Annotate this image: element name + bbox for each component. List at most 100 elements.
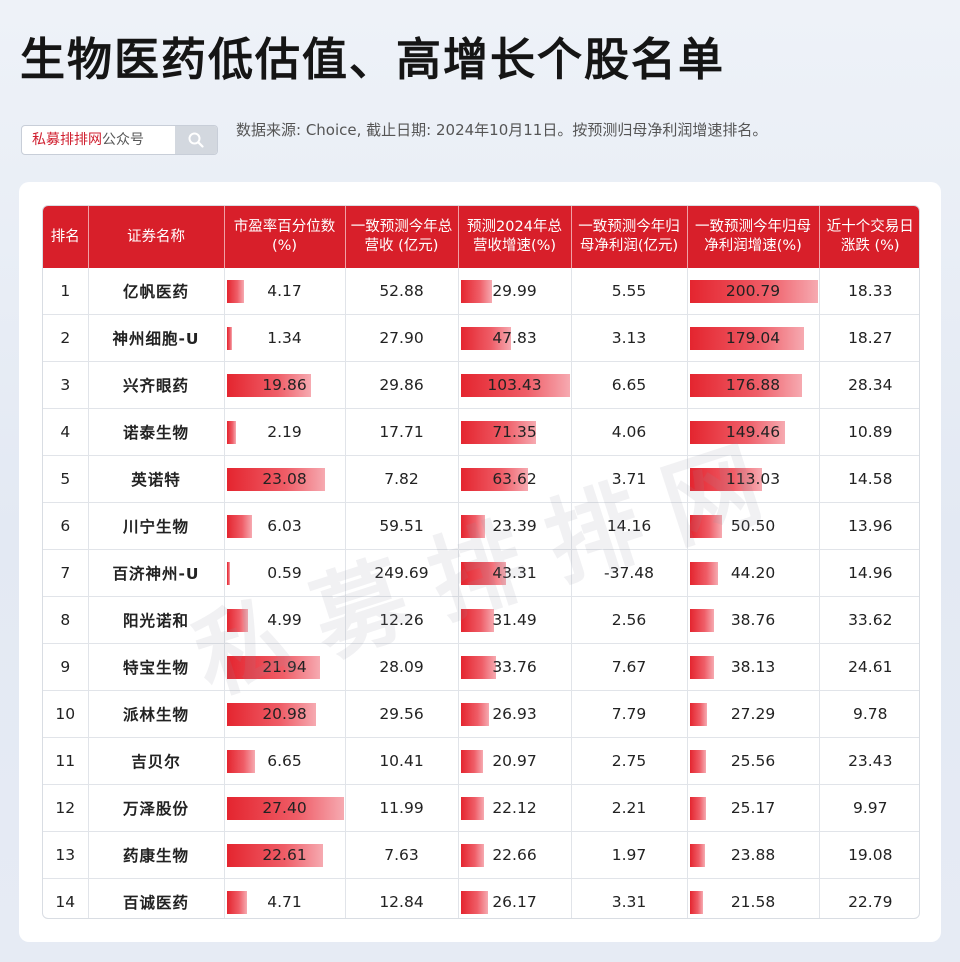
value-bar (689, 421, 785, 444)
cell-profit: 5.55 (571, 268, 688, 315)
cell-change10d: 14.58 (819, 455, 919, 503)
cell-name: 川宁生物 (88, 502, 225, 550)
stock-table-container: 排名 证券名称 市盈率百分位数(%) 一致预测今年总营收 (亿元) 预测2024年总营收… (42, 205, 920, 919)
search-box[interactable]: 私募排排网公众号 (21, 125, 218, 155)
cell-value: 33.76 (492, 658, 537, 676)
column-header: 近十个交易日涨跌 (%) (819, 206, 919, 268)
cell-name: 亿帆医药 (88, 268, 225, 315)
cell-profit-growth: 44.20 (687, 549, 820, 597)
cell-value: 26.93 (492, 705, 537, 723)
column-header: 一致预测今年归母净利润增速(%) (687, 206, 820, 268)
cell-value: 71.35 (492, 423, 537, 441)
column-header: 一致预测今年总营收 (亿元) (345, 206, 459, 268)
search-brand: 私募排排网 (32, 132, 102, 148)
value-bar (689, 468, 762, 491)
cell-rank: 9 (43, 643, 89, 691)
value-bar (226, 374, 312, 397)
cell-pe: 6.03 (224, 502, 346, 550)
cell-value: 4.99 (267, 611, 302, 629)
value-bar (460, 280, 493, 303)
cell-rev-growth: 33.76 (458, 643, 572, 691)
cell-change10d: 19.08 (819, 831, 919, 879)
cell-value: 103.43 (487, 376, 542, 394)
value-bar (689, 703, 707, 726)
cell-profit-growth: 23.88 (687, 831, 820, 879)
cell-pe: 0.59 (224, 549, 346, 597)
cell-profit: 14.16 (571, 502, 688, 550)
cell-pe: 20.98 (224, 690, 346, 738)
value-bar (226, 891, 247, 914)
cell-rank: 6 (43, 502, 89, 550)
cell-revenue: 12.26 (345, 596, 459, 644)
table-row: 9 特宝生物 21.94 28.09 33.76 7.67 38.13 24.61 (43, 643, 919, 691)
cell-rank: 8 (43, 596, 89, 644)
cell-value: 4.17 (267, 282, 302, 300)
cell-profit: 2.56 (571, 596, 688, 644)
cell-revenue: 17.71 (345, 408, 459, 456)
cell-value: 176.88 (725, 376, 781, 394)
cell-value: 4.71 (267, 893, 302, 911)
table-row: 3 兴齐眼药 19.86 29.86 103.43 6.65 176.88 28.34 (43, 361, 919, 409)
cell-name: 百济神州-U (88, 549, 225, 597)
cell-revenue: 28.09 (345, 643, 459, 691)
cell-pe: 1.34 (224, 314, 346, 362)
cell-change10d: 22.79 (848, 893, 893, 911)
table-row: 1 亿帆医药 4.17 52.88 29.99 5.55 200.79 18.33 (43, 268, 919, 315)
cell-value: 200.79 (725, 282, 781, 300)
cell-rev-growth: 103.43 (458, 361, 572, 409)
cell-revenue: 249.69 (345, 549, 459, 597)
cell-value: 63.62 (492, 470, 537, 488)
page-title: 生物医药低估值、高增长个股名单 (20, 33, 726, 86)
cell-change10d: 13.96 (819, 502, 919, 550)
cell-rev-growth: 22.66 (458, 831, 572, 879)
cell-value: 29.99 (492, 282, 537, 300)
cell-rank: 4 (43, 408, 89, 456)
cell-profit-growth: 27.29 (687, 690, 820, 738)
cell-rank: 7 (43, 549, 89, 597)
cell-name: 万泽股份 (88, 784, 225, 832)
cell-value: 21.58 (730, 893, 776, 911)
cell-rank: 5 (43, 455, 89, 503)
value-bar (226, 703, 317, 726)
cell-value: 47.83 (492, 329, 537, 347)
cell-value: 20.97 (492, 752, 537, 770)
cell-value: 179.04 (725, 329, 781, 347)
cell-value: 149.46 (725, 423, 781, 441)
cell-pe: 4.99 (224, 596, 346, 644)
cell-value: 31.49 (492, 611, 537, 629)
cell-rev-growth: 31.49 (458, 596, 572, 644)
value-bar (226, 750, 255, 773)
stock-table: 排名 证券名称 市盈率百分位数(%) 一致预测今年总营收 (亿元) 预测2024年总营收… (43, 206, 919, 918)
cell-rev-growth: 23.39 (458, 502, 572, 550)
cell-revenue: 7.82 (345, 455, 459, 503)
cell-value: 113.03 (725, 470, 781, 488)
cell-value: 22.61 (262, 846, 307, 864)
value-bar (226, 327, 233, 350)
table-row: 5 英诺特 23.08 7.82 63.62 3.71 113.03 14.58 (43, 455, 919, 503)
cell-rev-growth: 29.99 (458, 268, 572, 315)
column-header: 一致预测今年归母净利润(亿元) (571, 206, 688, 268)
cell-value: 44.20 (730, 564, 776, 582)
value-bar (226, 609, 248, 632)
cell-name: 兴齐眼药 (88, 361, 225, 409)
cell-value: 27.40 (262, 799, 307, 817)
search-button[interactable] (175, 126, 217, 154)
cell-change10d: 9.78 (819, 690, 919, 738)
cell-value: 23.88 (730, 846, 776, 864)
column-header: 预测2024年总营收增速(%) (458, 206, 572, 268)
value-bar (460, 797, 484, 820)
cell-change10d: 14.96 (819, 549, 919, 597)
cell-value: 26.17 (492, 893, 537, 911)
cell-value: 6.03 (267, 517, 302, 535)
cell-change10d: 18.27 (819, 314, 919, 362)
cell-profit-growth: 149.46 (687, 408, 820, 456)
value-bar (226, 797, 344, 820)
cell-profit-growth: 38.76 (687, 596, 820, 644)
cell-profit-growth: 113.03 (687, 455, 820, 503)
column-header: 市盈率百分位数(%) (224, 206, 346, 268)
cell-rev-growth: 22.12 (458, 784, 572, 832)
table-row: 14 百诚医药 4.71 12.84 26.17 3.31 21.58 22.79 (43, 878, 919, 918)
value-bar (460, 609, 494, 632)
cell-value: 20.98 (262, 705, 307, 723)
cell-name: 英诺特 (88, 455, 225, 503)
